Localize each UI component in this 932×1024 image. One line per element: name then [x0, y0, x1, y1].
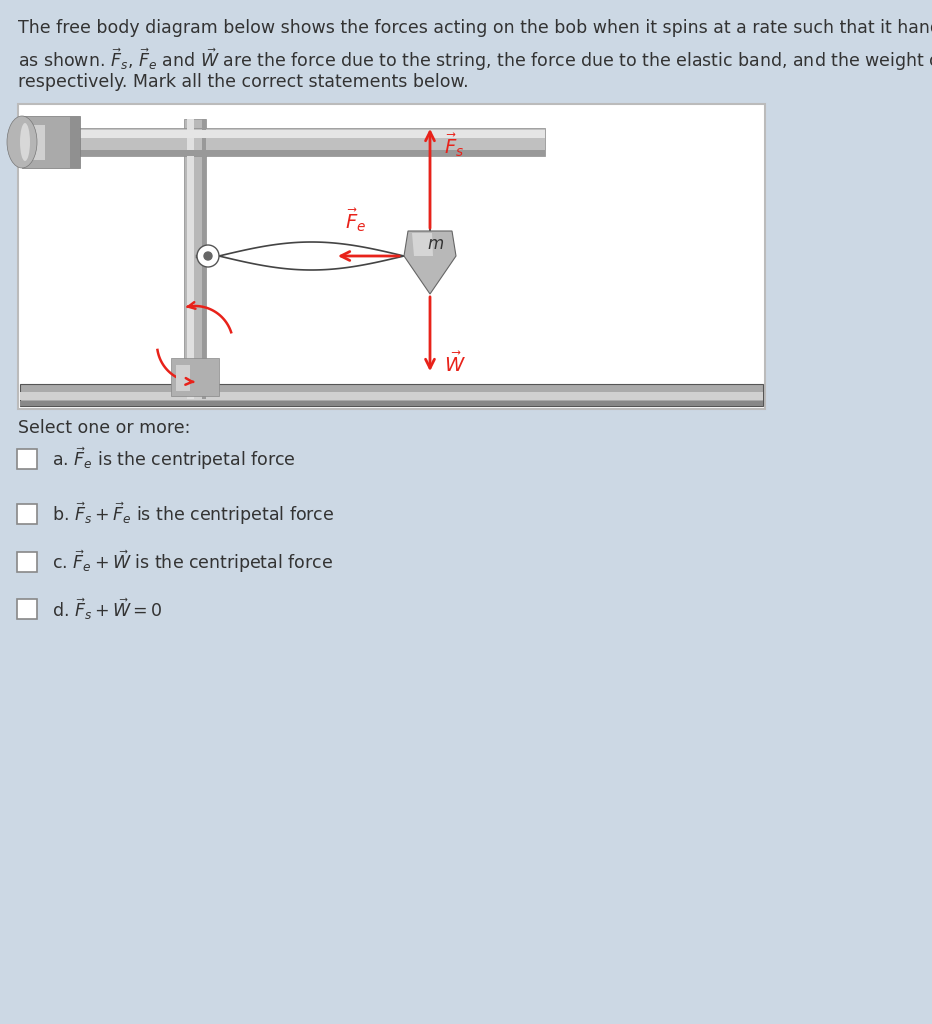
Ellipse shape: [20, 123, 30, 161]
Bar: [18, 104, 765, 409]
Bar: [28, 130, 545, 138]
Circle shape: [197, 245, 219, 267]
Text: The free body diagram below shows the forces acting on the bob when it spins at : The free body diagram below shows the fo…: [18, 19, 932, 37]
Bar: [176, 365, 190, 391]
Text: $m$: $m$: [428, 234, 445, 253]
Bar: [202, 119, 206, 399]
Text: c. $\vec{F}_e + \vec{W}$ is the centripetal force: c. $\vec{F}_e + \vec{W}$ is the centripe…: [52, 549, 333, 575]
Ellipse shape: [7, 116, 37, 168]
Text: $\vec{W}$: $\vec{W}$: [444, 352, 466, 376]
Text: Select one or more:: Select one or more:: [18, 419, 190, 437]
Text: a. $\vec{F}_e$ is the centripetal force: a. $\vec{F}_e$ is the centripetal force: [52, 445, 295, 472]
Text: as shown. $\vec{F}_s$, $\vec{F}_e$ and $\vec{W}$ are the force due to the string: as shown. $\vec{F}_s$, $\vec{F}_e$ and $…: [18, 46, 932, 73]
Polygon shape: [412, 233, 433, 256]
FancyBboxPatch shape: [17, 504, 37, 524]
Bar: [20, 392, 763, 400]
Text: $\vec{F}_e$: $\vec{F}_e$: [345, 207, 366, 234]
Text: d. $\vec{F}_s + \vec{W} = 0$: d. $\vec{F}_s + \vec{W} = 0$: [52, 596, 163, 622]
FancyBboxPatch shape: [17, 552, 37, 572]
FancyBboxPatch shape: [17, 449, 37, 469]
Bar: [187, 119, 194, 399]
Text: $\vec{F}_s$: $\vec{F}_s$: [444, 131, 464, 159]
Bar: [20, 401, 763, 406]
Circle shape: [204, 252, 212, 260]
Bar: [20, 384, 763, 406]
Text: respectively. Mark all the correct statements below.: respectively. Mark all the correct state…: [18, 73, 469, 91]
Bar: [171, 358, 219, 396]
Bar: [22, 116, 80, 168]
Bar: [27, 125, 45, 160]
Text: b. $\vec{F}_s + \vec{F}_e$ is the centripetal force: b. $\vec{F}_s + \vec{F}_e$ is the centri…: [52, 501, 335, 527]
Bar: [28, 150, 545, 156]
Bar: [70, 116, 80, 168]
Polygon shape: [404, 231, 456, 294]
FancyBboxPatch shape: [17, 599, 37, 618]
Bar: [28, 128, 545, 156]
Bar: [184, 119, 206, 399]
